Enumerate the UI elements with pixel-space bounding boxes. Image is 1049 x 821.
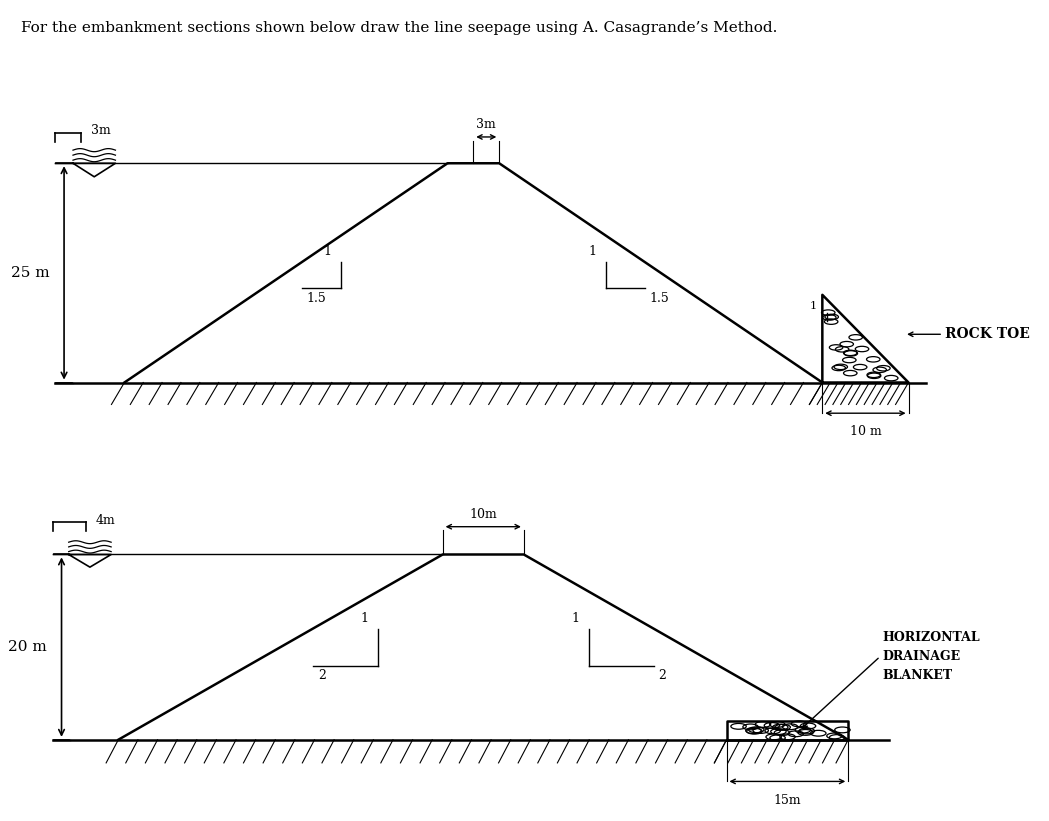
Text: 20 m: 20 m: [8, 640, 47, 654]
Text: 1: 1: [810, 301, 817, 311]
Text: 1.5: 1.5: [649, 292, 669, 305]
Text: 1.5: 1.5: [307, 292, 326, 305]
Text: 25 m: 25 m: [10, 266, 49, 280]
Text: ROCK TOE: ROCK TOE: [945, 328, 1030, 342]
Text: HORIZONTAL
DRAINAGE
BLANKET: HORIZONTAL DRAINAGE BLANKET: [882, 631, 980, 682]
Text: 3m: 3m: [91, 124, 111, 137]
Text: 15m: 15m: [773, 794, 801, 807]
Text: 2: 2: [318, 669, 325, 682]
Text: 4m: 4m: [95, 514, 115, 527]
Text: 10 m: 10 m: [850, 424, 881, 438]
Text: 1: 1: [360, 612, 368, 625]
Text: 1: 1: [571, 612, 579, 625]
Text: For the embankment sections shown below draw the line seepage using A. Casagrand: For the embankment sections shown below …: [21, 21, 777, 34]
Text: 1: 1: [323, 245, 331, 258]
Text: 1: 1: [588, 245, 596, 258]
Text: 10m: 10m: [469, 508, 497, 521]
Text: 3m: 3m: [476, 118, 496, 131]
Text: 2: 2: [659, 669, 666, 682]
